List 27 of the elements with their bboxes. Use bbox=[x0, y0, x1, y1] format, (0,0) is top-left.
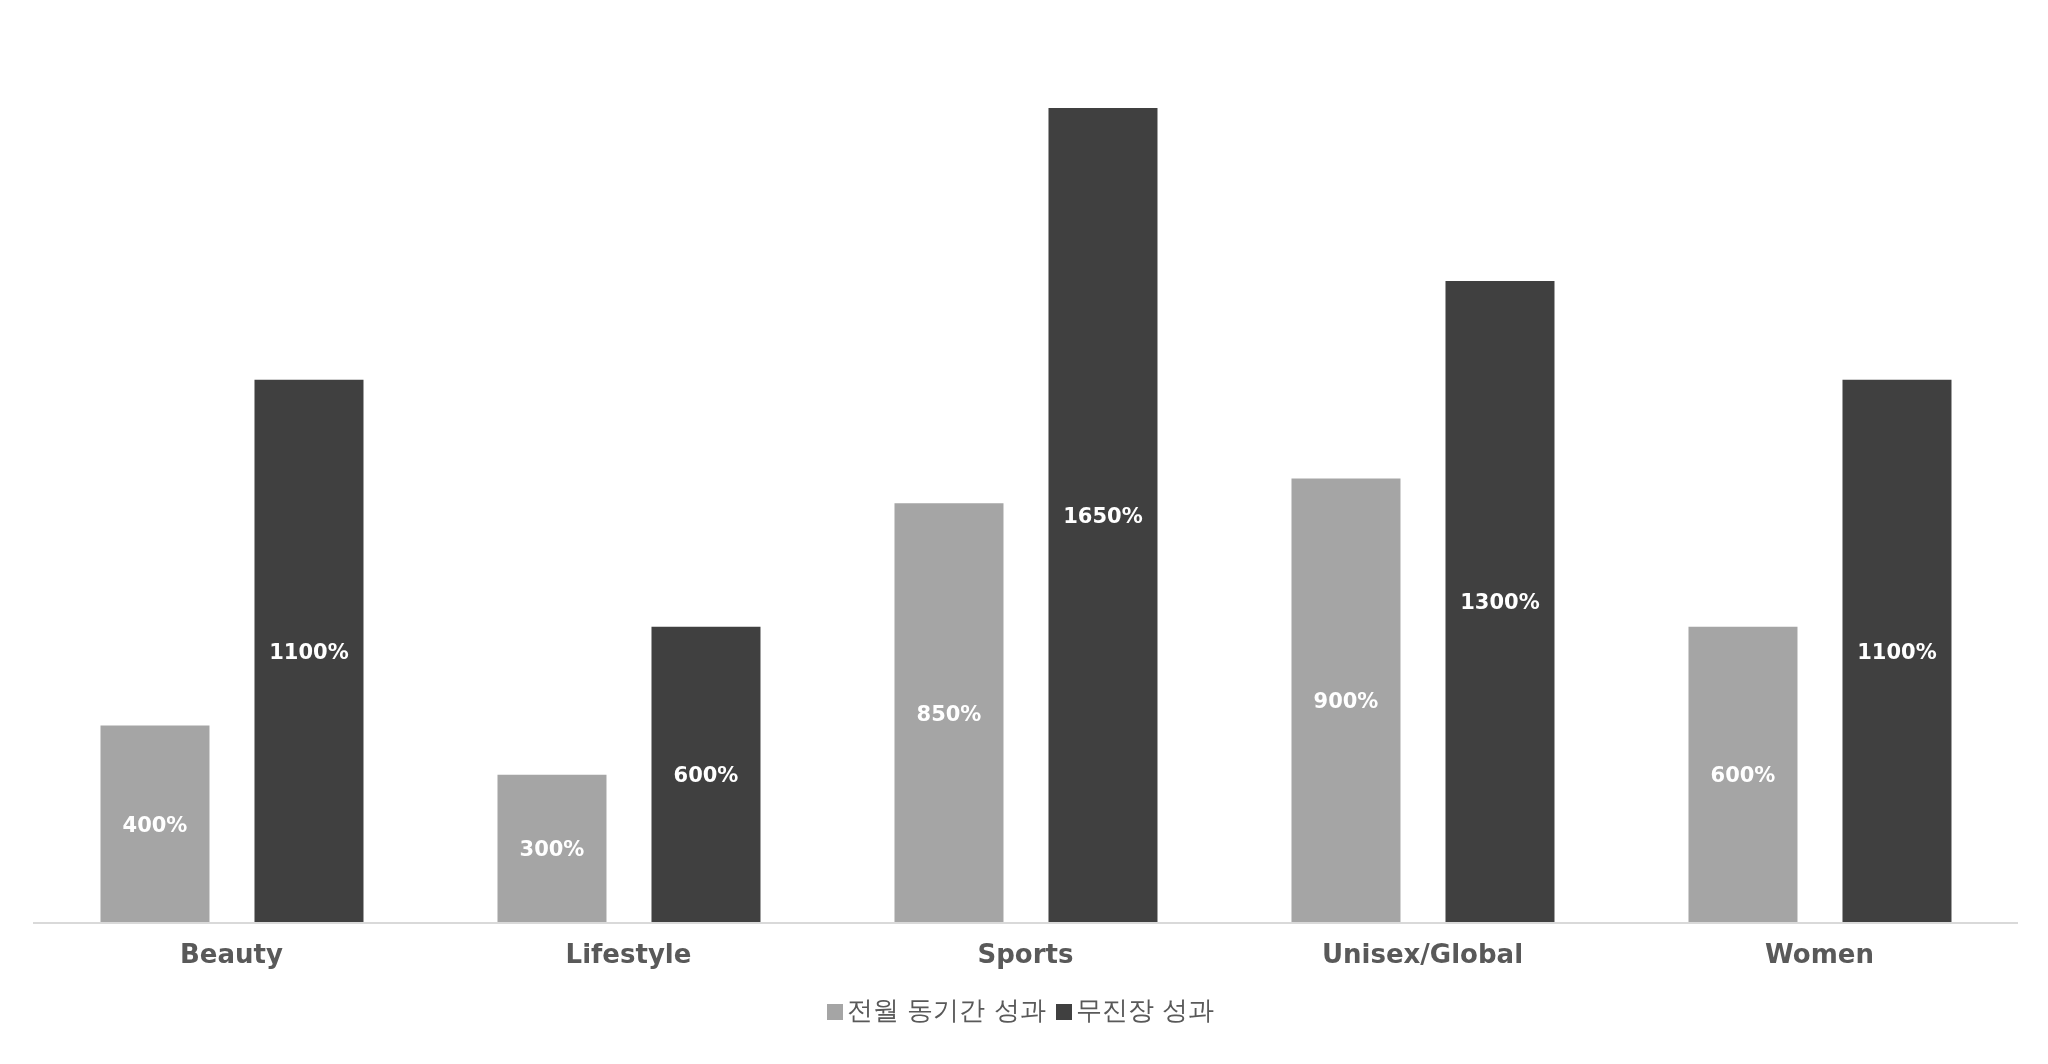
data-label: 600% bbox=[1710, 763, 1776, 788]
x-tick-label: Women bbox=[1765, 939, 1874, 970]
bar bbox=[651, 626, 761, 923]
x-tick-label: Sports bbox=[977, 939, 1074, 970]
bar bbox=[1291, 478, 1401, 923]
data-label: 1650% bbox=[1063, 503, 1143, 528]
x-tick-label: Unisex/Global bbox=[1321, 939, 1524, 970]
data-label: 900% bbox=[1313, 689, 1379, 714]
bar bbox=[254, 379, 364, 923]
data-label: 850% bbox=[916, 701, 982, 726]
x-tick-label: Beauty bbox=[180, 939, 283, 970]
bar bbox=[1842, 379, 1952, 923]
data-label: 600% bbox=[673, 763, 739, 788]
bar bbox=[497, 774, 607, 923]
data-label: 400% bbox=[122, 812, 188, 837]
bar bbox=[894, 503, 1004, 923]
bar bbox=[1445, 280, 1555, 923]
bar bbox=[100, 725, 210, 923]
data-label: 1100% bbox=[1857, 639, 1937, 664]
legend-label: 전월 동기간 성과 bbox=[847, 995, 1046, 1025]
bar bbox=[1688, 626, 1798, 923]
data-label: 300% bbox=[519, 837, 585, 862]
x-tick-label: Lifestyle bbox=[565, 939, 692, 970]
data-label: 1300% bbox=[1460, 590, 1540, 615]
bar bbox=[1048, 108, 1158, 923]
legend-label: 무진장 성과 bbox=[1075, 995, 1214, 1025]
data-label: 1100% bbox=[269, 639, 349, 664]
